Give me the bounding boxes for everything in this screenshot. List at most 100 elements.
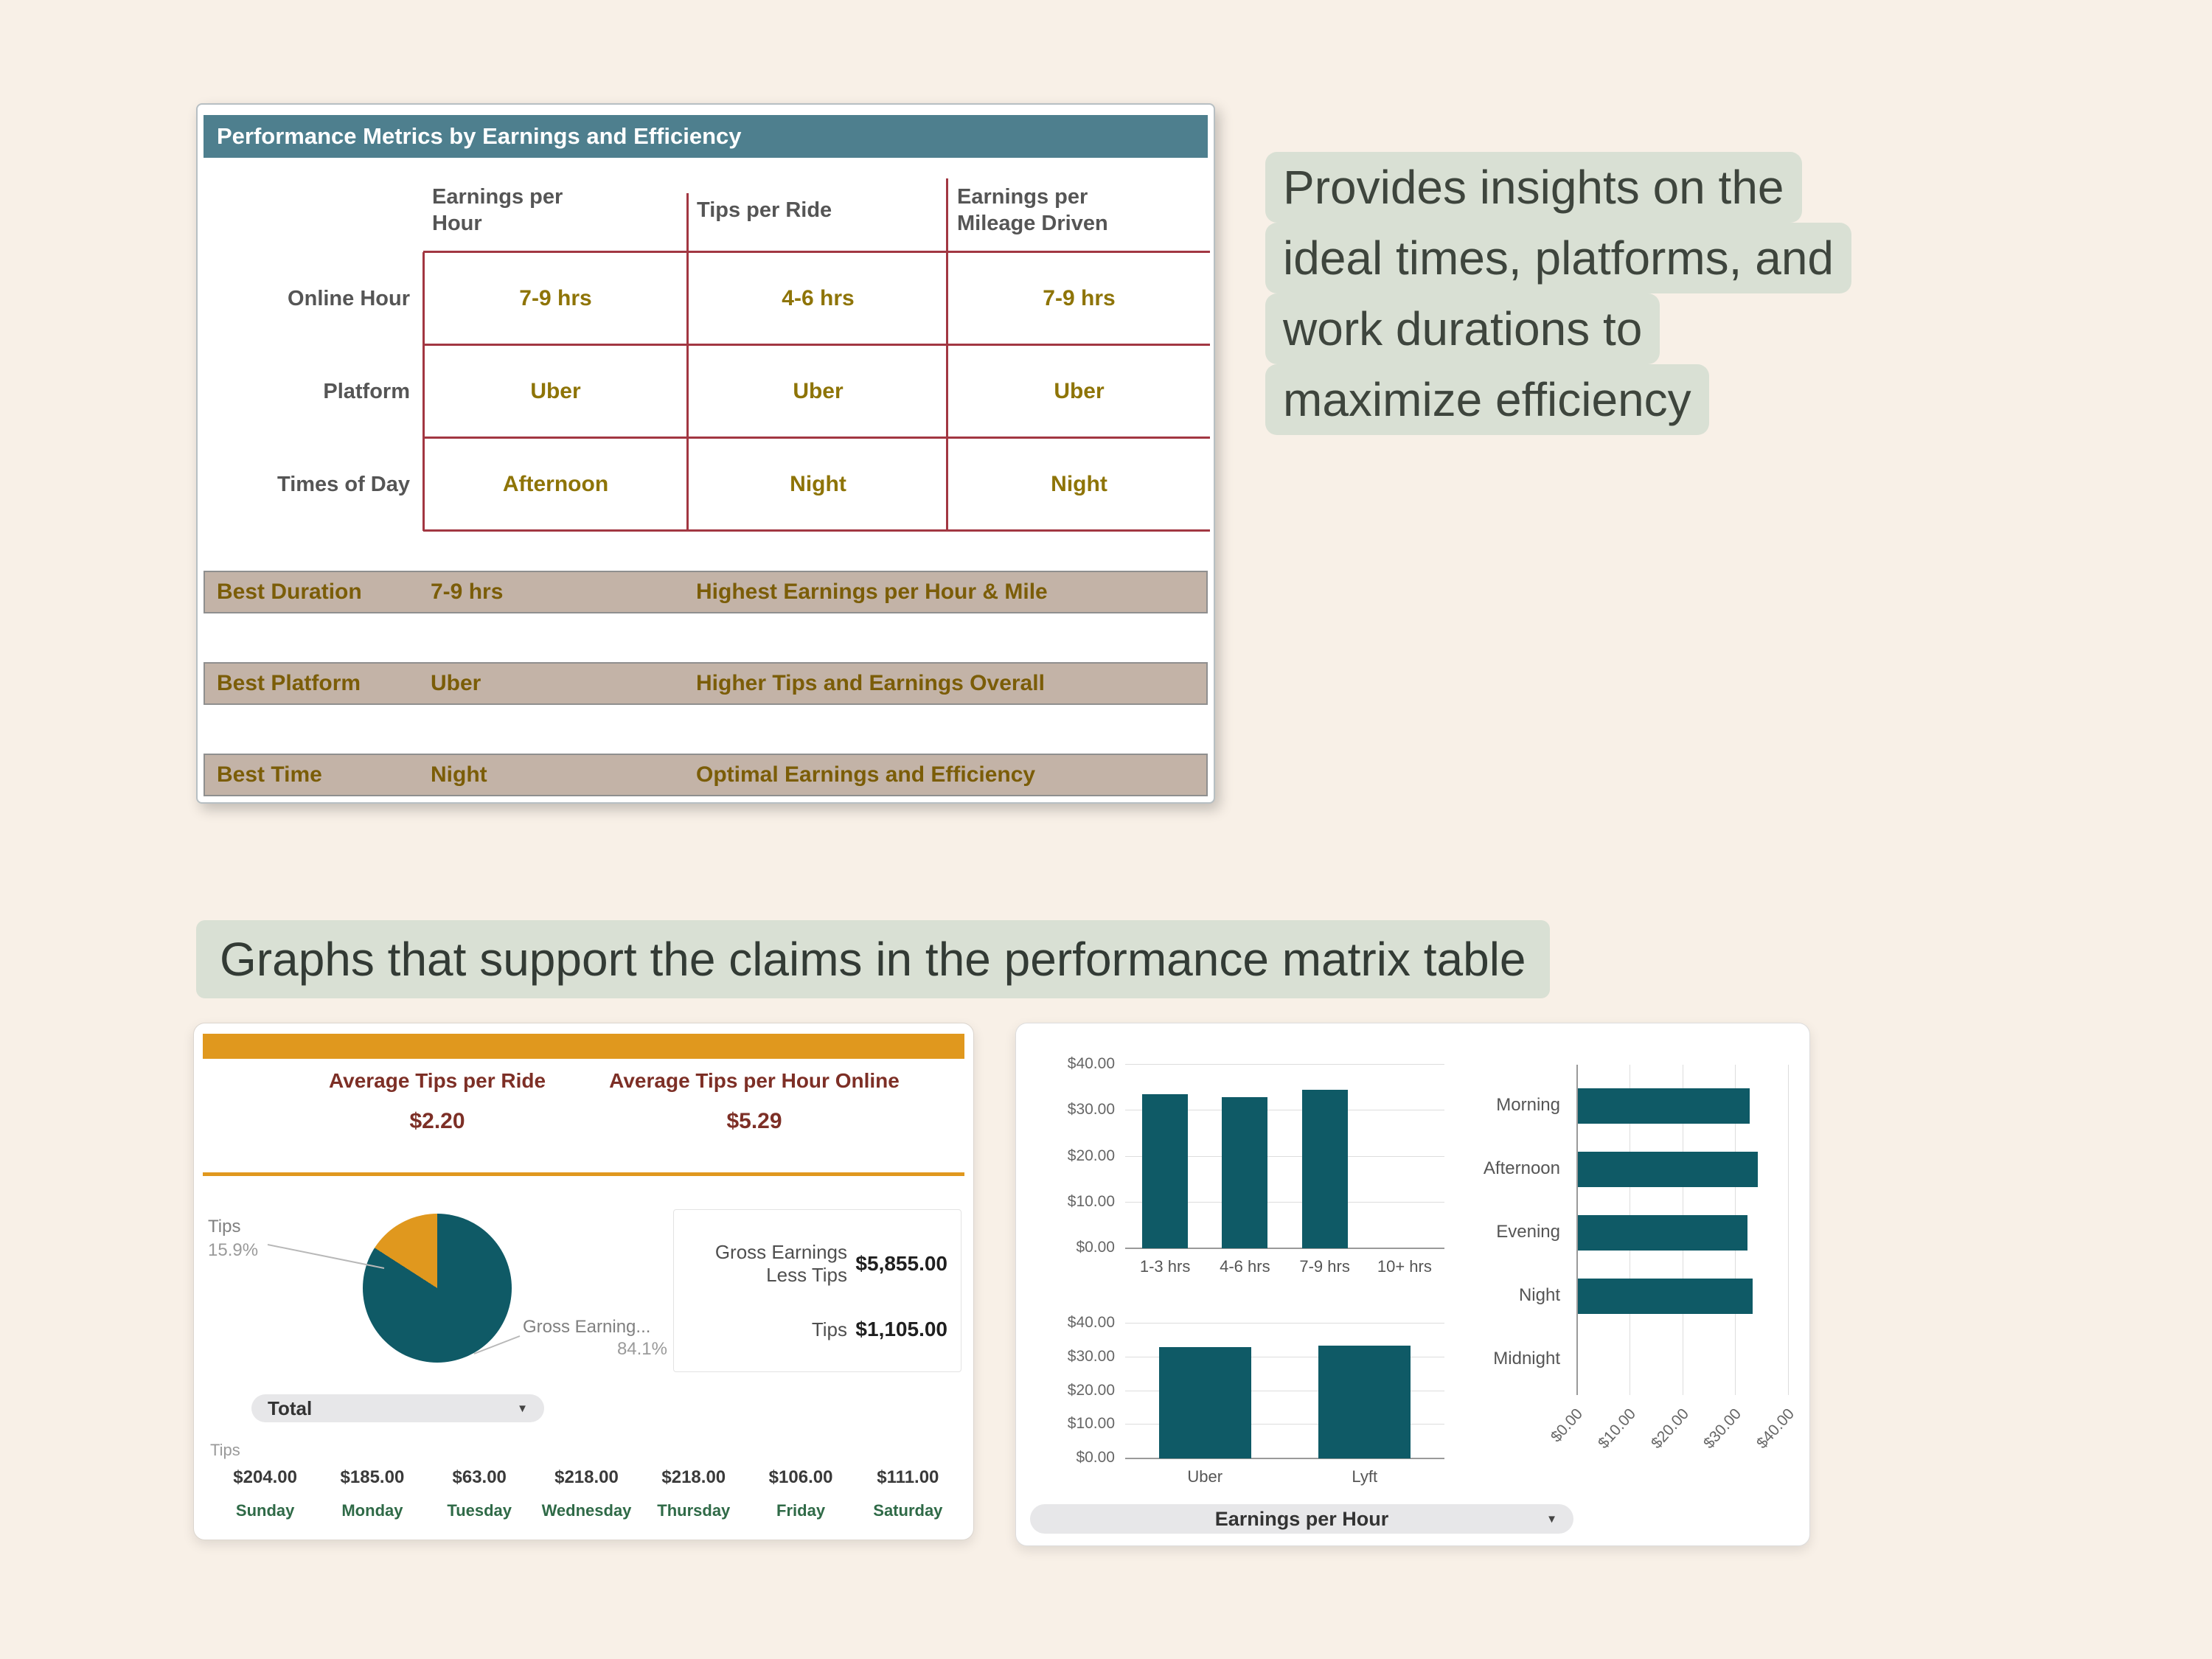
callout-line: maximize efficiency — [1265, 364, 1709, 435]
table-grid-line — [422, 252, 425, 531]
insight-callout: Provides insights on the ideal times, pl… — [1265, 152, 1851, 435]
matrix-row-label: Platform — [323, 379, 410, 403]
x-tick-label: $0.00 — [1547, 1405, 1587, 1446]
summary-note: Higher Tips and Earnings Overall — [696, 671, 1045, 695]
metric-avg-tips-per-hour: Average Tips per Hour Online $5.29 — [592, 1069, 917, 1134]
matrix-cell: Uber — [1054, 379, 1105, 403]
chevron-down-icon: ▼ — [1546, 1512, 1557, 1526]
matrix-cell: 7-9 hrs — [1043, 286, 1116, 310]
chevron-down-icon: ▼ — [517, 1402, 528, 1415]
day-amount: $106.00 — [768, 1467, 833, 1487]
y-tick-label: $0.00 — [1076, 1449, 1115, 1466]
pie-slice-percent: 15.9% — [208, 1240, 259, 1260]
day-name: Thursday — [657, 1501, 731, 1520]
tips-by-day-table: $204.00 Sunday $185.00 Monday $63.00 Tue… — [212, 1467, 961, 1520]
y-category-label: Afternoon — [1483, 1158, 1560, 1178]
day-column: $204.00 Sunday — [212, 1467, 319, 1520]
callout-line: Provides insights on the — [1265, 152, 1802, 223]
day-amount: $185.00 — [340, 1467, 405, 1487]
earnings-by-time-of-day-chart[interactable]: $0.00 $10.00 $20.00 $30.00 $40.00 Morning Afte… — [1464, 1060, 1805, 1488]
matrix-cell: 4-6 hrs — [782, 286, 855, 310]
x-tick-label: $30.00 — [1700, 1405, 1745, 1453]
gridline — [1125, 1248, 1444, 1249]
day-name: Friday — [776, 1501, 826, 1520]
y-tick-label: $10.00 — [1067, 1192, 1115, 1210]
summary-note: Highest Earnings per Hour & Mile — [696, 580, 1048, 604]
matrix-cell: Uber — [793, 379, 844, 403]
x-tick-label: $40.00 — [1753, 1405, 1798, 1453]
gridline — [1125, 1155, 1444, 1157]
y-tick-label: $0.00 — [1076, 1239, 1115, 1256]
bar — [1578, 1279, 1753, 1314]
y-category-label: Midnight — [1493, 1349, 1560, 1368]
bar — [1222, 1096, 1268, 1248]
bar — [1578, 1088, 1750, 1124]
y-tick-label: $30.00 — [1067, 1101, 1115, 1119]
bar — [1318, 1345, 1411, 1458]
y-tick-label: $40.00 — [1067, 1055, 1115, 1072]
pie-label-gross: Gross Earning... 84.1% — [523, 1317, 670, 1360]
day-column: $111.00 Saturday — [855, 1467, 961, 1520]
day-amount: $63.00 — [452, 1467, 507, 1487]
bar — [1158, 1347, 1251, 1458]
day-amount: $204.00 — [233, 1467, 298, 1487]
accent-bar — [203, 1034, 964, 1059]
matrix-cell: Night — [1051, 472, 1107, 496]
x-tick-label: $20.00 — [1647, 1405, 1692, 1453]
table-grid-line — [423, 437, 1210, 439]
stat-row: Gross Earnings Less Tips $5,855.00 — [674, 1241, 961, 1287]
y-tick-label: $20.00 — [1067, 1381, 1115, 1399]
x-category-label: Uber — [1187, 1467, 1223, 1486]
day-column: $106.00 Friday — [747, 1467, 854, 1520]
y-category-label: Evening — [1496, 1222, 1560, 1242]
gridline — [1125, 1064, 1444, 1065]
matrix-cell: Night — [790, 472, 846, 496]
gridline — [1125, 1323, 1444, 1324]
table-grid-line — [423, 251, 1210, 253]
stat-row: Tips $1,105.00 — [674, 1318, 961, 1341]
x-category-label: 7-9 hrs — [1299, 1257, 1350, 1276]
earnings-by-online-hours-chart[interactable]: $0.00 $10.00 $20.00 $30.00 $40.00 1-3 hrs 4-6 … — [1022, 1055, 1464, 1304]
day-column: $63.00 Tuesday — [426, 1467, 533, 1520]
earnings-charts-card: $0.00 $10.00 $20.00 $30.00 $40.00 1-3 hrs 4-6 … — [1015, 1023, 1810, 1546]
metric-avg-tips-per-ride: Average Tips per Ride $2.20 — [275, 1069, 599, 1134]
y-tick-label: $20.00 — [1067, 1147, 1115, 1164]
dropdown-label: Earnings per Hour — [1214, 1507, 1389, 1530]
summary-row-best-duration: Best Duration 7-9 hrs Highest Earnings p… — [204, 571, 1208, 613]
matrix-column-header: Tips per Ride — [697, 198, 832, 222]
pie-slice-name: Gross Earning... — [523, 1317, 651, 1337]
matrix-title: Performance Metrics by Earnings and Effi… — [204, 115, 1208, 158]
summary-value: Night — [431, 762, 487, 787]
section-heading: Graphs that support the claims in the pe… — [196, 920, 1550, 998]
table-grid-line — [423, 529, 1210, 532]
matrix-cell: Afternoon — [502, 472, 609, 496]
earnings-stats-box: Gross Earnings Less Tips $5,855.00 Tips … — [673, 1209, 961, 1372]
matrix-column-header: Earnings per Mileage Driven — [957, 185, 1108, 235]
matrix-column-header: Earnings per Hour — [432, 185, 563, 235]
callout-line: work durations to — [1265, 293, 1660, 364]
day-name: Tuesday — [447, 1501, 512, 1520]
x-category-label: 4-6 hrs — [1220, 1257, 1270, 1276]
total-dropdown[interactable]: Total ▼ — [251, 1394, 544, 1422]
stat-value: $1,105.00 — [855, 1318, 947, 1340]
summary-label: Best Time — [217, 762, 322, 787]
matrix-corner-cell — [198, 168, 423, 252]
table-grid-line — [686, 193, 689, 531]
day-name: Monday — [341, 1501, 403, 1520]
earnings-by-platform-chart[interactable]: $0.00 $10.00 $20.00 $30.00 $40.00 Uber Lyft — [1022, 1314, 1464, 1495]
summary-label: Best Duration — [217, 580, 362, 604]
metric-dropdown[interactable]: Earnings per Hour ▼ — [1030, 1504, 1573, 1534]
gridline — [1125, 1458, 1444, 1459]
table-grid-line — [946, 178, 948, 531]
summary-value: Uber — [431, 671, 481, 695]
dropdown-label: Total — [268, 1397, 313, 1419]
tips-pie-chart[interactable] — [363, 1214, 512, 1363]
gridline — [1576, 1065, 1578, 1395]
summary-note: Optimal Earnings and Efficiency — [696, 762, 1036, 787]
summary-row-best-time: Best Time Night Optimal Earnings and Eff… — [204, 754, 1208, 796]
metric-value: $5.29 — [726, 1109, 782, 1133]
x-tick-label: $10.00 — [1594, 1405, 1639, 1453]
x-category-label: 10+ hrs — [1377, 1257, 1432, 1276]
day-name: Sunday — [235, 1501, 295, 1520]
y-category-label: Night — [1518, 1285, 1560, 1305]
